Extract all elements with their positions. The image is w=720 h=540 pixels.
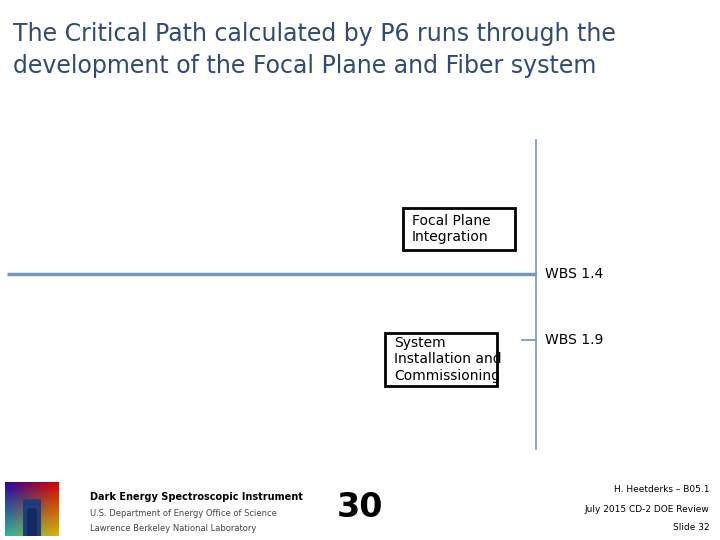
Text: Slide 32: Slide 32 — [672, 523, 709, 531]
Text: H. Heetderks – B05.1: H. Heetderks – B05.1 — [613, 485, 709, 494]
Text: System
Installation and
Commissioning: System Installation and Commissioning — [394, 336, 501, 383]
Text: Focal Plane
Integration: Focal Plane Integration — [412, 214, 490, 244]
FancyBboxPatch shape — [403, 208, 515, 250]
Text: U.S. Department of Energy Office of Science: U.S. Department of Energy Office of Scie… — [90, 509, 277, 518]
Text: 30: 30 — [337, 491, 383, 524]
Text: Dark Energy Spectroscopic Instrument: Dark Energy Spectroscopic Instrument — [90, 491, 303, 502]
FancyBboxPatch shape — [385, 333, 497, 386]
Text: The Critical Path calculated by P6 runs through the
development of the Focal Pla: The Critical Path calculated by P6 runs … — [13, 22, 616, 78]
Text: WBS 1.9: WBS 1.9 — [545, 333, 603, 347]
Text: July 2015 CD-2 DOE Review: July 2015 CD-2 DOE Review — [585, 504, 709, 514]
Text: Lawrence Berkeley National Laboratory: Lawrence Berkeley National Laboratory — [90, 524, 256, 533]
Text: WBS 1.4: WBS 1.4 — [545, 267, 603, 281]
